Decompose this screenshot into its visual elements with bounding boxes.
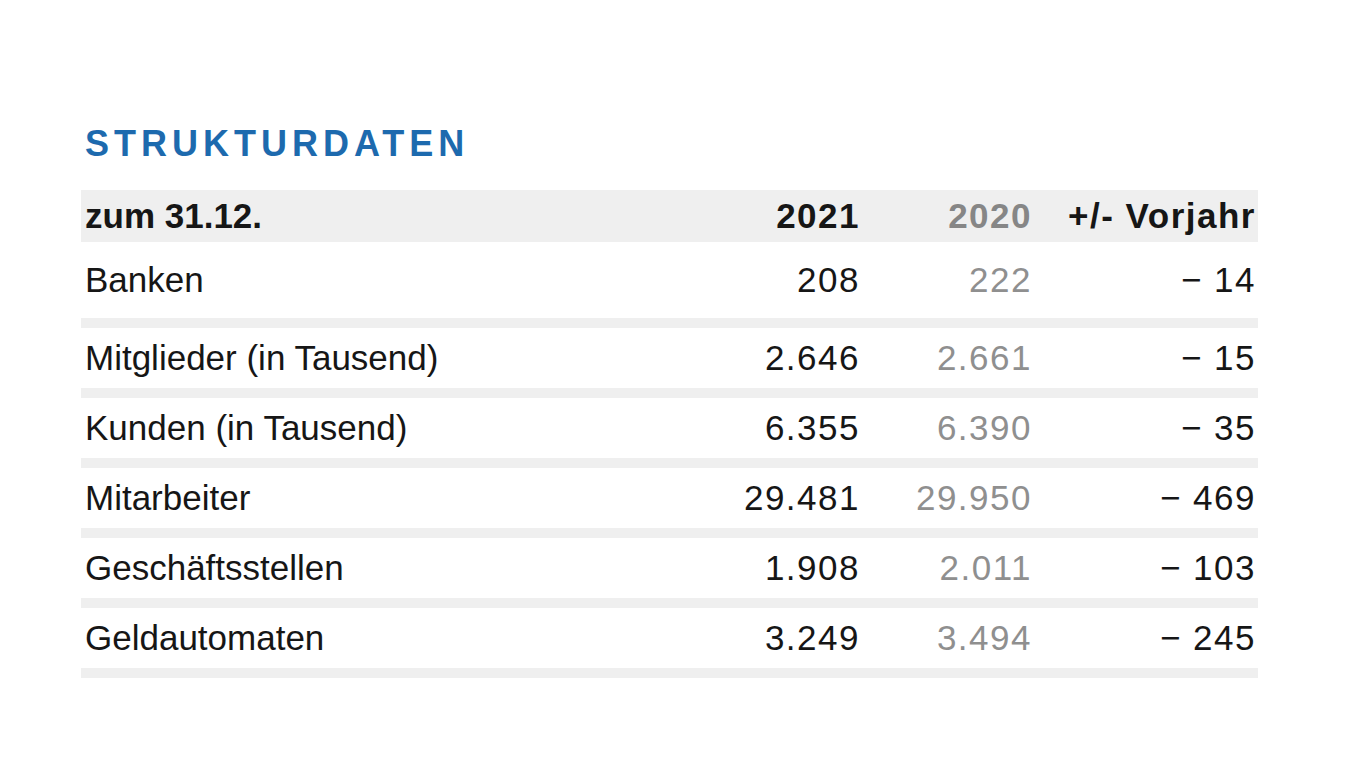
structure-data-table: zum 31.12. 2021 2020 +/- Vorjahr Banken … (81, 190, 1258, 678)
value-2020: 2.661 (860, 338, 1032, 378)
table-body: Banken 208 222 − 14 Mitglieder (in Tause… (81, 242, 1258, 678)
table-row: Mitarbeiter 29.481 29.950 − 469 (81, 468, 1258, 528)
row-label: Kunden (in Tausend) (85, 408, 680, 448)
value-2021: 29.481 (680, 478, 860, 518)
value-2021: 1.908 (680, 548, 860, 588)
section-title: STRUKTURDATEN (81, 0, 1258, 163)
header-year-2021: 2021 (680, 196, 860, 236)
table-row: Banken 208 222 − 14 (81, 242, 1258, 318)
row-separator (81, 528, 1258, 538)
value-2020: 6.390 (860, 408, 1032, 448)
row-label: Geschäftsstellen (85, 548, 680, 588)
value-delta-vorjahr: − 35 (1032, 408, 1256, 448)
value-delta-vorjahr: − 103 (1032, 548, 1256, 588)
table-row: Geldautomaten 3.249 3.494 − 245 (81, 608, 1258, 668)
value-delta-vorjahr: − 245 (1032, 618, 1256, 658)
value-2020: 2.011 (860, 548, 1032, 588)
value-delta-vorjahr: − 469 (1032, 478, 1256, 518)
row-label: Mitglieder (in Tausend) (85, 338, 680, 378)
row-separator (81, 668, 1258, 678)
header-date-label: zum 31.12. (85, 196, 680, 236)
row-separator (81, 318, 1258, 328)
value-2021: 3.249 (680, 618, 860, 658)
row-separator (81, 458, 1258, 468)
table-row: Kunden (in Tausend) 6.355 6.390 − 35 (81, 398, 1258, 458)
value-2021: 2.646 (680, 338, 860, 378)
table-row: Mitglieder (in Tausend) 2.646 2.661 − 15 (81, 328, 1258, 388)
header-year-2020: 2020 (860, 196, 1032, 236)
value-2021: 6.355 (680, 408, 860, 448)
value-2020: 222 (860, 260, 1032, 300)
value-2021: 208 (680, 260, 860, 300)
row-separator (81, 388, 1258, 398)
page: STRUKTURDATEN zum 31.12. 2021 2020 +/- V… (0, 0, 1351, 774)
table-section: STRUKTURDATEN zum 31.12. 2021 2020 +/- V… (81, 0, 1258, 678)
value-delta-vorjahr: − 14 (1032, 260, 1256, 300)
value-2020: 29.950 (860, 478, 1032, 518)
row-label: Geldautomaten (85, 618, 680, 658)
table-header-row: zum 31.12. 2021 2020 +/- Vorjahr (81, 190, 1258, 242)
row-label: Banken (85, 260, 680, 300)
table-row: Geschäftsstellen 1.908 2.011 − 103 (81, 538, 1258, 598)
value-delta-vorjahr: − 15 (1032, 338, 1256, 378)
header-delta-vorjahr: +/- Vorjahr (1032, 196, 1256, 236)
row-separator (81, 598, 1258, 608)
row-label: Mitarbeiter (85, 478, 680, 518)
value-2020: 3.494 (860, 618, 1032, 658)
